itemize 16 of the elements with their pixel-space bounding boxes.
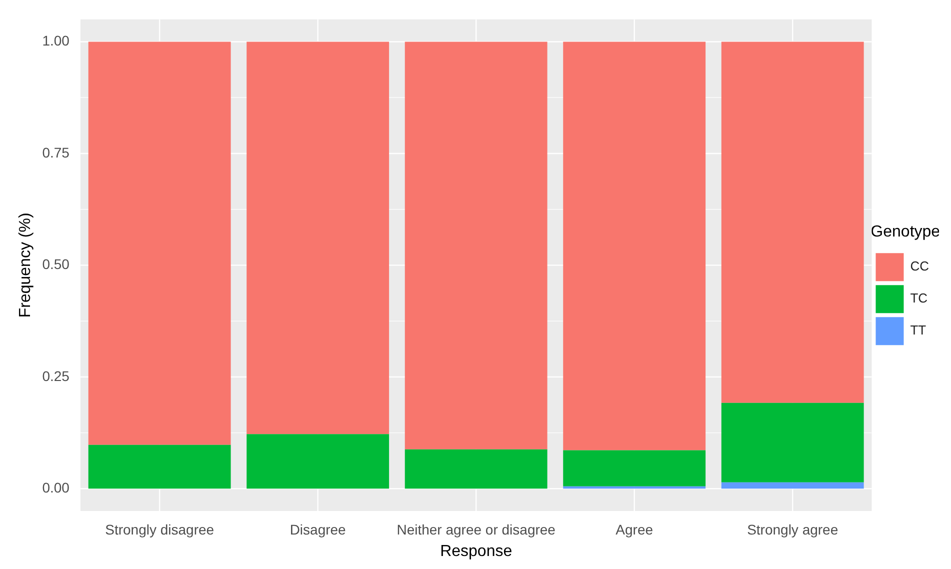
x-tick-label: Strongly agree: [747, 521, 838, 538]
x-axis-title: Response: [440, 542, 512, 560]
y-tick-label: 0.00: [42, 480, 70, 496]
legend-label: TC: [910, 290, 928, 306]
y-tick-label: 0.50: [42, 256, 70, 272]
y-tick-label: 0.75: [42, 144, 70, 160]
y-tick-label: 0.25: [42, 368, 70, 384]
x-tick-label: Disagree: [290, 521, 346, 538]
x-tick-label: Agree: [616, 521, 654, 538]
y-axis-title: Frequency (%): [17, 212, 34, 318]
legend-title: Genotype: [870, 223, 940, 240]
legend-label: CC: [910, 258, 930, 274]
x-tick-label: Strongly disagree: [105, 521, 214, 538]
x-tick-label: Neither agree or disagree: [396, 521, 556, 538]
y-tick-label: 1.00: [42, 32, 70, 49]
legend-label: TT: [910, 322, 926, 338]
